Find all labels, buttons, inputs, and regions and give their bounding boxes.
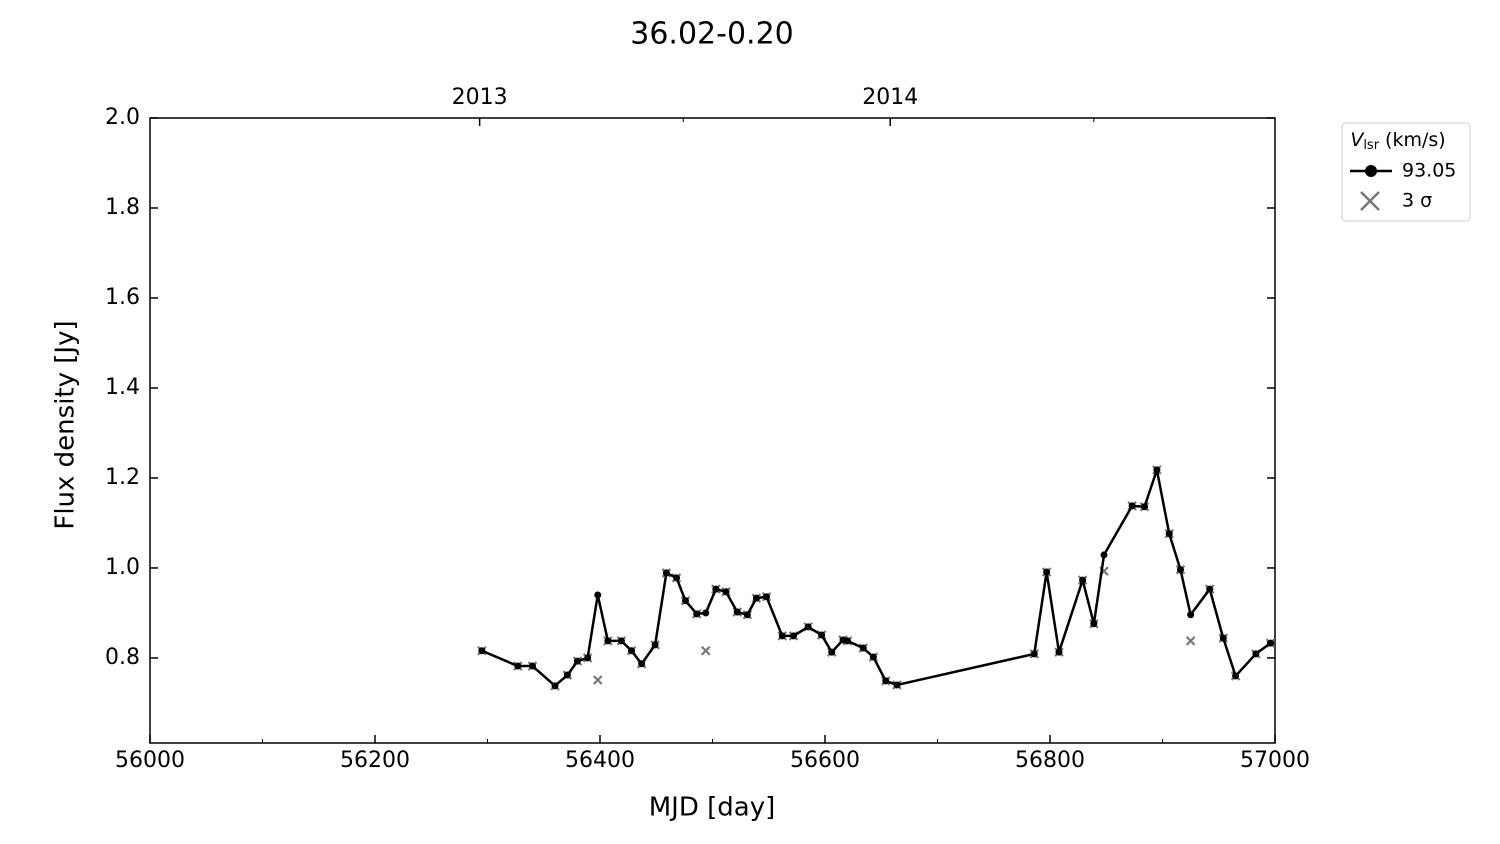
data-point (574, 657, 581, 665)
y-tick-label: 0.8 (105, 645, 140, 670)
legend-label: 93.05 (1402, 160, 1456, 182)
data-point (882, 677, 890, 685)
data-point (752, 594, 760, 602)
data-point (584, 654, 592, 662)
y-tick-label: 2.0 (105, 105, 140, 130)
data-point (1141, 503, 1148, 511)
data-point (662, 569, 670, 577)
data-point (1153, 466, 1161, 474)
legend-title-symbol: V (1350, 129, 1365, 151)
data-point (893, 681, 901, 689)
data-point (712, 585, 720, 593)
data-point (763, 593, 770, 601)
y-tick-label: 1.0 (105, 555, 140, 580)
legend-title-unit: (km/s) (1385, 129, 1446, 151)
data-point (638, 660, 646, 668)
data-point (529, 662, 536, 670)
data-point (804, 623, 812, 631)
data-point (1090, 620, 1098, 628)
legend-marker (1360, 191, 1380, 211)
x2-tick-label: 2014 (862, 85, 918, 110)
data-point (673, 574, 680, 582)
data-point (1030, 650, 1038, 658)
data-point (790, 632, 797, 640)
sigma-marker (1185, 636, 1196, 646)
data-point (551, 682, 559, 690)
x-axis-label: MJD [day] (649, 793, 776, 823)
data-point (478, 647, 486, 655)
data-point (1079, 576, 1087, 584)
legend-label: 3 σ (1402, 190, 1432, 212)
data-point (1165, 530, 1173, 538)
data-point (594, 591, 602, 599)
data-point (1128, 502, 1136, 510)
data-point (778, 632, 786, 640)
y-tick-label: 1.6 (105, 285, 140, 310)
x-tick-label: 56800 (1015, 748, 1085, 773)
data-point (702, 609, 710, 617)
data-point (743, 611, 751, 619)
data-point (617, 637, 625, 645)
legend-title-subscript: lsr (1363, 138, 1379, 153)
y-tick-label: 1.8 (105, 195, 140, 220)
sigma-marker (592, 675, 603, 685)
legend-title: Vlsr (km/s) (1350, 129, 1445, 153)
x-tick-label: 56400 (565, 748, 635, 773)
data-point (722, 588, 730, 596)
data-point (1055, 648, 1063, 656)
data-point (682, 597, 689, 605)
data-point (869, 653, 877, 661)
data-point (1252, 650, 1260, 658)
data-point (604, 637, 612, 645)
data-point (844, 637, 851, 645)
data-point (693, 610, 701, 618)
data-point (818, 631, 826, 639)
data-point (1100, 551, 1108, 559)
x-tick-label: 57000 (1240, 748, 1310, 773)
data-point (859, 644, 867, 652)
sigma-marker (700, 645, 711, 656)
series-line (481, 468, 1272, 688)
data-point (1043, 568, 1051, 576)
chart-title: 36.02-0.20 (630, 17, 794, 52)
data-point (651, 641, 659, 649)
data-point (733, 608, 741, 616)
data-point (514, 662, 522, 670)
y-tick-label: 1.4 (105, 375, 140, 400)
plot-area (477, 465, 1275, 691)
x2-tick-label: 2013 (452, 85, 508, 110)
legend-marker (1365, 165, 1377, 177)
y-tick-label: 1.2 (105, 465, 140, 490)
data-point (1187, 611, 1195, 619)
data-point (1206, 585, 1214, 593)
x-tick-label: 56200 (340, 748, 410, 773)
data-point (1177, 566, 1184, 574)
x-tick-label: 56000 (115, 748, 185, 773)
data-point (1232, 672, 1240, 680)
data-point (1219, 634, 1227, 642)
y-axis-label: Flux density [Jy] (51, 320, 81, 529)
data-point (563, 671, 571, 679)
data-point (828, 648, 836, 656)
data-point (628, 647, 635, 655)
x-tick-label: 56600 (790, 748, 860, 773)
data-point (1267, 639, 1274, 647)
plot-frame (149, 117, 1276, 744)
